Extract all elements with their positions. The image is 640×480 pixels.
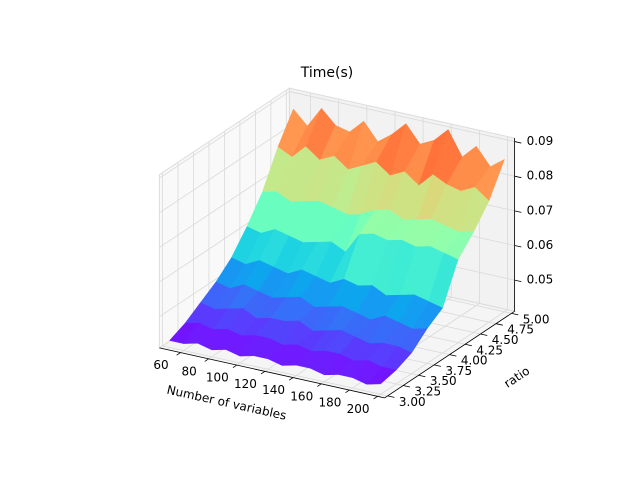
y-tick-label: 4.25 (476, 343, 503, 357)
z-tick-label: 0.08 (527, 169, 554, 183)
x-tick-label: 100 (206, 371, 229, 385)
tick-mark (288, 377, 294, 381)
x-tick-label: 140 (262, 383, 285, 397)
y-tick-label: 4.75 (507, 323, 534, 337)
y-axis-label: ratio (501, 364, 532, 391)
tick-mark (418, 374, 426, 378)
z-tick-label: 0.07 (527, 203, 554, 217)
tick-mark (449, 354, 457, 357)
tick-mark (232, 364, 238, 369)
y-tick-label: 4.50 (492, 333, 519, 347)
tick-mark (403, 385, 410, 388)
z-tick-label: 0.05 (527, 273, 554, 287)
y-tick-label: 3.50 (430, 374, 457, 388)
tick-mark (204, 358, 209, 362)
tick-mark (387, 395, 395, 398)
tick-mark (514, 279, 522, 283)
x-tick-label: 120 (234, 377, 257, 391)
x-tick-label: 180 (318, 396, 341, 410)
y-tick-label: 5.00 (523, 312, 550, 326)
tick-mark (345, 389, 350, 394)
grid-line (159, 160, 290, 248)
y-tick-label: 3.75 (445, 364, 472, 378)
x-tick-label: 200 (347, 402, 370, 416)
grid-line (159, 91, 290, 179)
z-tick-label: 0.06 (527, 238, 554, 252)
tick-mark (514, 210, 522, 213)
tick-mark (514, 141, 522, 144)
x-tick-label: 160 (290, 389, 313, 403)
axis-line (384, 310, 515, 399)
tick-mark (511, 312, 519, 316)
y-tick-label: 3.25 (414, 385, 441, 399)
x-tick-label: 80 (182, 364, 197, 378)
tick-mark (317, 383, 322, 387)
tick-mark (434, 364, 441, 367)
grid-line (159, 125, 290, 214)
y-tick-label: 3.00 (399, 395, 426, 409)
tick-mark (260, 371, 266, 375)
tick-mark (373, 396, 378, 400)
z-tick-label: 0.09 (527, 134, 554, 148)
y-tick-label: 4.00 (461, 354, 488, 368)
x-tick-label: 60 (153, 358, 168, 372)
tick-mark (464, 343, 472, 347)
grid-line (289, 91, 515, 142)
tick-mark (480, 333, 488, 336)
tick-mark (514, 175, 522, 179)
tick-mark (514, 245, 522, 248)
surface-face (365, 366, 397, 385)
chart-title: Time(s) (300, 65, 353, 81)
tick-mark (495, 323, 503, 326)
tick-mark (176, 352, 181, 356)
axis-line (159, 347, 385, 399)
grid-line (162, 345, 388, 397)
